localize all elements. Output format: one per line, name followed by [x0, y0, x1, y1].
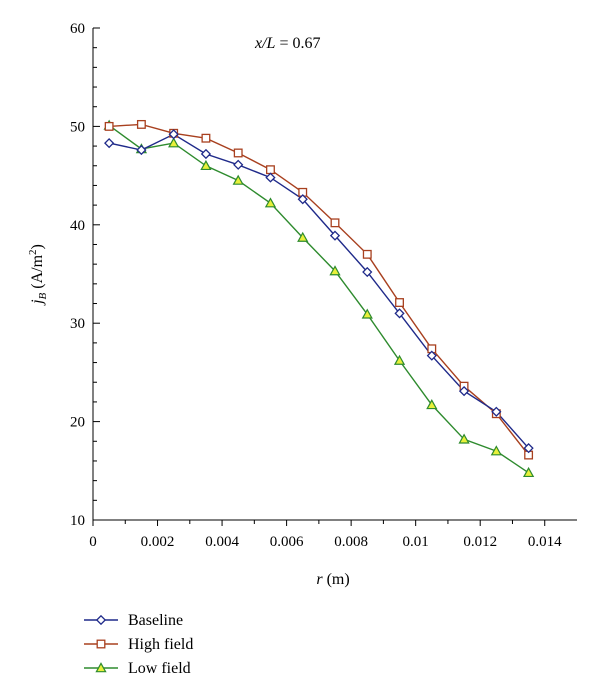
legend-label: High field	[128, 636, 193, 653]
data-point	[362, 249, 372, 259]
data-point	[426, 399, 438, 410]
data-point	[233, 159, 244, 170]
data-point	[458, 433, 470, 444]
legend-marker	[95, 614, 107, 626]
y-axis-unit: (A/m	[29, 254, 46, 292]
data-point	[490, 445, 502, 456]
data-point	[136, 119, 146, 129]
data-point	[362, 266, 373, 278]
x-tick-label: 0	[89, 534, 97, 550]
data-point	[200, 148, 212, 160]
y-axis-close: )	[29, 244, 46, 249]
data-point	[491, 406, 502, 417]
data-point	[330, 218, 340, 228]
y-axis-var: j	[29, 299, 46, 306]
y-tick-label: 10	[70, 513, 85, 529]
annotation: x/L = 0.67	[254, 35, 320, 52]
data-point	[201, 133, 211, 143]
data-point	[264, 197, 277, 208]
y-tick-label: 30	[70, 316, 85, 332]
data-point	[458, 385, 470, 397]
data-point	[297, 231, 309, 242]
data-point	[523, 443, 534, 454]
y-axis-sub: B	[37, 292, 49, 299]
data-point	[265, 172, 276, 183]
data-point	[329, 265, 341, 276]
data-point	[136, 144, 147, 156]
y-axis-sup: 2	[27, 249, 39, 255]
x-axis-var: r	[316, 571, 323, 588]
y-tick-label: 50	[70, 119, 85, 135]
series-line	[108, 124, 529, 474]
series-line	[108, 133, 530, 449]
x-tick-label: 0.008	[334, 534, 368, 550]
series-line	[109, 123, 530, 456]
plot-area: 10 20 30 40 50 60 0 0.002 0.004 0.006 0.008 0.01 0.0…	[70, 21, 577, 550]
legend-label: Baseline	[128, 612, 183, 629]
y-tick-label: 20	[70, 415, 85, 431]
y-axis-title: jB (A/m2)	[27, 244, 49, 306]
data-point	[200, 159, 212, 171]
x-tick-label: 0.002	[141, 534, 175, 550]
data-point	[168, 137, 180, 148]
data-point	[104, 138, 115, 149]
x-tick-label: 0.004	[205, 534, 239, 550]
data-point	[233, 148, 243, 158]
data-point	[393, 354, 406, 365]
data-point	[394, 308, 405, 319]
annotation-text: = 0.67	[275, 35, 320, 52]
x-tick-label: 0.01	[403, 534, 429, 550]
legend-marker	[95, 662, 107, 673]
x-tick-label: 0.006	[270, 534, 304, 550]
x-axis-title: r (m)	[316, 571, 349, 588]
data-point	[361, 308, 373, 319]
y-tick-label: 60	[70, 21, 85, 37]
data-point	[329, 230, 341, 241]
y-tick-label: 40	[70, 218, 85, 234]
data-point	[426, 350, 437, 361]
data-point	[232, 174, 244, 185]
x-tick-label: 0.012	[463, 534, 497, 550]
x-axis-unit: (m)	[323, 571, 350, 588]
data-point	[297, 194, 308, 205]
x-tick-label: 0.014	[528, 534, 562, 550]
legend: Baseline High field Low field	[84, 612, 193, 677]
annotation-var: x/L	[254, 35, 276, 52]
data-point	[522, 466, 535, 478]
data-point	[266, 165, 275, 175]
data-point	[395, 298, 404, 307]
data-point	[104, 121, 114, 131]
data-point	[168, 129, 179, 140]
legend-marker	[96, 639, 106, 649]
legend-label: Low field	[128, 660, 191, 677]
